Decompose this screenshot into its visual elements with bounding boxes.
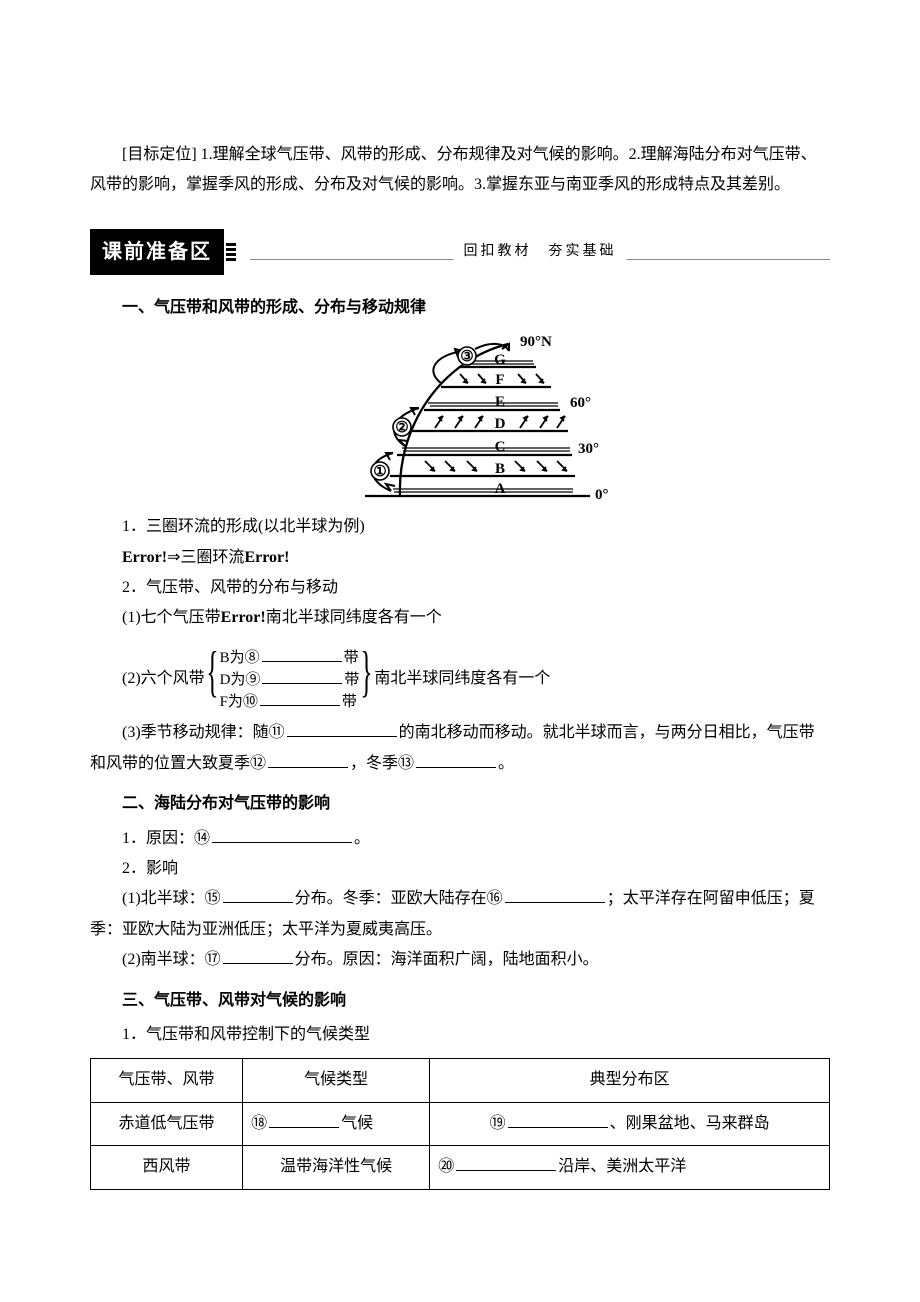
blank-19 [508,1111,608,1128]
blank-10 [260,690,340,706]
sec1-p3: (1)七个气压带Error!南北半球同纬度各有一个 [90,603,830,633]
circulation-diagram: ① ② ③ 90°N G F E D C B A 60° 30° 0° [90,331,830,506]
diag-B: B [495,461,505,477]
r2c3: ⑳ 沿岸、美洲太平洋 [430,1146,830,1189]
p5c: ，冬季⑬ [350,755,414,772]
climate-table: 气压带、风带 气候类型 典型分布区 赤道低气压带 ⑱ 气候 ⑲ 、刚果盆地、马来群岛… [90,1058,830,1189]
banner-title: 课前准备区 [90,229,224,275]
sec2-p1b: 。 [354,830,370,847]
table-row: 西风带 温带海洋性气候 ⑳ 沿岸、美洲太平洋 [91,1146,830,1189]
diag-30: 30° [578,441,599,457]
section-3-title: 三、气压带、风带对气候的影响 [90,986,830,1016]
diag-c1: ① [373,464,386,480]
sec1-p2: 2．气压带、风带的分布与移动 [90,573,830,603]
brace-tail: 南北半球同纬度各有一个 [374,664,550,694]
sec1-p1: 1．三圈环流的形成(以北半球为例) [90,512,830,542]
banner-line: 回扣教材 夯实基础 [250,242,830,262]
p5d: 。 [498,755,514,772]
blank-12 [268,751,348,768]
blank-9 [262,668,342,684]
diag-60: 60° [570,395,591,411]
err-mid: ⇒三圈环流 [167,549,244,566]
sec2-p3: (1)北半球：⑮分布。冬季：亚欧大陆存在⑯；太平洋存在阿留申低压；夏季：亚欧大陆… [90,884,830,945]
table-row: 气压带、风带 气候类型 典型分布区 [91,1059,830,1102]
diag-c2: ② [395,420,408,436]
sec1-error-line: Error!⇒三圈环流Error! [90,543,830,573]
r1c3: ⑲ 、刚果盆地、马来群岛 [430,1102,830,1145]
wind-belts-row: (2)六个风带 { B为⑧ 带 D为⑨ 带 F为⑩ 带 } 南北半球同纬度各有一个 [90,644,830,715]
diag-90n: 90°N [520,334,552,350]
r1c2a: ⑱ [251,1109,267,1139]
sec3-p1: 1．气压带和风带控制下的气候类型 [90,1020,830,1050]
r1c2b: 气候 [341,1115,373,1132]
r1c2: ⑱ 气候 [243,1102,430,1145]
objective-text: 1.理解全球气压带、风带的形成、分布规律及对气候的影响。2.理解海陆分布对气压带… [90,146,817,193]
table-row: 赤道低气压带 ⑱ 气候 ⑲ 、刚果盆地、马来群岛 [91,1102,830,1145]
brace-r1a: B为⑧ [220,650,260,666]
err-b: Error! [244,549,289,566]
sec2-p1a: 1．原因：⑭ [122,830,210,847]
blank-16 [505,886,605,903]
section-2-title: 二、海陆分布对气压带的影响 [90,789,830,819]
diag-c3: ③ [460,349,473,365]
section-banner: 课前准备区 回扣教材 夯实基础 [90,229,830,275]
th-1: 气压带、风带 [91,1059,243,1102]
blank-15 [223,886,293,903]
diag-E: E [495,394,505,410]
blank-18 [269,1111,339,1128]
blank-14 [212,826,352,843]
brace-r1b: 带 [344,650,359,666]
p5a: (3)季节移动规律：随⑪ [122,724,285,741]
p3-pre: (1)七个气压带 [122,609,221,626]
sec2-p3b: 分布。冬季：亚欧大陆存在⑯ [295,890,503,907]
th-2: 气候类型 [243,1059,430,1102]
r2c2: 温带海洋性气候 [243,1146,430,1189]
sec2-p1: 1．原因：⑭ 。 [90,824,830,854]
brace-r3a: F为⑩ [220,694,258,710]
sec2-p4b: 分布。原因：海洋面积广阔，陆地面积小。 [295,951,599,968]
banner-subtitle: 回扣教材 夯实基础 [454,237,627,264]
sec2-p2: 2．影响 [90,854,830,884]
brace-group-left: { B为⑧ 带 D为⑨ 带 F为⑩ 带 } [205,644,375,715]
circulation-svg: ① ② ③ 90°N G F E D C B A 60° 30° 0° [295,331,625,506]
r2c1: 西风带 [91,1146,243,1189]
brace-r3b: 带 [342,694,357,710]
brace-right-icon: } [361,644,373,715]
diag-D: D [495,416,506,432]
p3-err: Error! [221,609,266,626]
p3-post: 南北半球同纬度各有一个 [266,609,442,626]
r1c1: 赤道低气压带 [91,1102,243,1145]
err-a: Error! [122,549,167,566]
p4-label: (2)六个风带 [122,664,205,694]
r1c3b: 、刚果盆地、马来群岛 [610,1115,770,1132]
blank-8 [262,646,342,662]
page-root: [目标定位] 1.理解全球气压带、风带的形成、分布规律及对气候的影响。2.理解海… [0,0,920,1250]
brace-inner: B为⑧ 带 D为⑨ 带 F为⑩ 带 [220,644,360,715]
r2c3a: ⑳ [438,1152,454,1182]
blank-13 [416,751,496,768]
r2c3b: 沿岸、美洲太平洋 [558,1158,686,1175]
banner-decor-icon [226,243,236,261]
sec1-p5: (3)季节移动规律：随⑪的南北移动而移动。就北半球而言，与两分日相比，气压带和风… [90,718,830,779]
sec2-p4: (2)南半球：⑰ 分布。原因：海洋面积广阔，陆地面积小。 [90,945,830,975]
section-1-title: 一、气压带和风带的形成、分布与移动规律 [90,293,830,323]
brace-left-icon: { [206,644,218,715]
objective-label: [目标定位] [122,146,197,163]
th-3: 典型分布区 [430,1059,830,1102]
objective-paragraph: [目标定位] 1.理解全球气压带、风带的形成、分布规律及对气候的影响。2.理解海… [90,140,830,201]
diag-F: F [495,372,504,388]
diag-G: G [494,352,506,368]
brace-r2a: D为⑨ [220,672,261,688]
diag-A: A [495,481,506,497]
blank-17 [223,947,293,964]
sec2-p3a: (1)北半球：⑮ [122,890,221,907]
diag-0: 0° [595,487,609,503]
sec2-p4a: (2)南半球：⑰ [122,951,221,968]
r1c3a: ⑲ [490,1109,506,1139]
brace-r2b: 带 [344,672,359,688]
diag-C: C [495,439,506,455]
blank-11 [287,720,397,737]
blank-20 [456,1154,556,1171]
